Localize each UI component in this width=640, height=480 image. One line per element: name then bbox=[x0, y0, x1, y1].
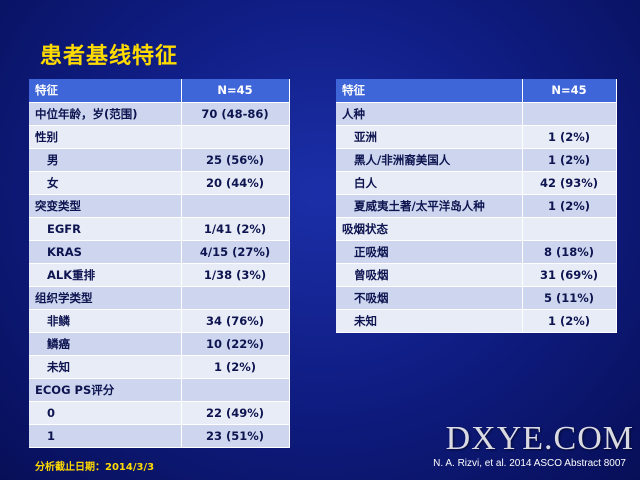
row-value: 1 (2%) bbox=[522, 309, 617, 333]
row-value: 5 (11%) bbox=[522, 286, 617, 310]
row-value: 1 (2%) bbox=[522, 148, 617, 172]
table-body: 中位年龄，岁(范围) 70 (48-86) 性别男 25 (56%) 女 20 (44%)… bbox=[29, 102, 290, 448]
baseline-table-left: 特征 N=45 中位年龄，岁(范围) 70 (48-86) 性别男 25 (56%) 女… bbox=[29, 79, 290, 448]
row-value: 25 (56%) bbox=[181, 148, 290, 172]
table-row: 吸烟状态 bbox=[336, 217, 617, 241]
row-value bbox=[181, 125, 290, 149]
row-value: 1/41 (2%) bbox=[181, 217, 290, 241]
table-row: 非鳞 34 (76%) bbox=[29, 309, 290, 333]
row-value: 1 (2%) bbox=[522, 194, 617, 218]
row-value: 42 (93%) bbox=[522, 171, 617, 195]
row-value: 70 (48-86) bbox=[181, 102, 290, 126]
table-row: 白人 42 (93%) bbox=[336, 171, 617, 195]
table-row: 中位年龄，岁(范围) 70 (48-86) bbox=[29, 102, 290, 126]
table-row: ECOG PS评分 bbox=[29, 378, 290, 402]
row-label: 人种 bbox=[336, 102, 523, 126]
table-row: 夏威夷土著/太平洋岛人种 1 (2%) bbox=[336, 194, 617, 218]
row-label: 曾吸烟 bbox=[336, 263, 523, 287]
row-value: 23 (51%) bbox=[181, 424, 290, 448]
row-label: 非鳞 bbox=[29, 309, 182, 333]
row-label: 性别 bbox=[29, 125, 182, 149]
row-value bbox=[181, 194, 290, 218]
table-row: KRAS 4/15 (27%) bbox=[29, 240, 290, 264]
row-label: 突变类型 bbox=[29, 194, 182, 218]
table-row: 性别 bbox=[29, 125, 290, 149]
table-row: 黑人/非洲裔美国人 1 (2%) bbox=[336, 148, 617, 172]
slide-title: 患者基线特征 bbox=[40, 44, 179, 69]
table-row: 不吸烟 5 (11%) bbox=[336, 286, 617, 310]
table-row: 未知 1 (2%) bbox=[29, 355, 290, 379]
table-row: 突变类型 bbox=[29, 194, 290, 218]
row-label: ECOG PS评分 bbox=[29, 378, 182, 402]
row-label: 中位年龄，岁(范围) bbox=[29, 102, 182, 126]
row-value bbox=[181, 286, 290, 310]
row-label: ALK重排 bbox=[29, 263, 182, 287]
header-n: N=45 bbox=[181, 79, 290, 103]
row-label: 男 bbox=[29, 148, 182, 172]
row-label: 鳞癌 bbox=[29, 332, 182, 356]
row-value: 8 (18%) bbox=[522, 240, 617, 264]
row-label: 0 bbox=[29, 401, 182, 425]
table-row: 1 23 (51%) bbox=[29, 424, 290, 448]
table-row: 正吸烟 8 (18%) bbox=[336, 240, 617, 264]
table-row: EGFR 1/41 (2%) bbox=[29, 217, 290, 241]
row-value bbox=[181, 378, 290, 402]
data-cutoff-note: 分析截止日期：2014/3/3 bbox=[35, 462, 155, 473]
table-header-row: 特征 N=45 bbox=[336, 79, 617, 103]
table-row: 组织学类型 bbox=[29, 286, 290, 310]
table-row: 鳞癌 10 (22%) bbox=[29, 332, 290, 356]
row-label: 正吸烟 bbox=[336, 240, 523, 264]
row-label: 亚洲 bbox=[336, 125, 523, 149]
row-value: 1/38 (3%) bbox=[181, 263, 290, 287]
row-label: 黑人/非洲裔美国人 bbox=[336, 148, 523, 172]
row-label: 未知 bbox=[336, 309, 523, 333]
table-row: 男 25 (56%) bbox=[29, 148, 290, 172]
row-label: 未知 bbox=[29, 355, 182, 379]
table-row: 人种 bbox=[336, 102, 617, 126]
table-header-row: 特征 N=45 bbox=[29, 79, 290, 103]
citation: N. A. Rizvi, et al. 2014 ASCO Abstract 8… bbox=[433, 458, 626, 469]
table-row: 女 20 (44%) bbox=[29, 171, 290, 195]
row-value: 34 (76%) bbox=[181, 309, 290, 333]
row-value: 4/15 (27%) bbox=[181, 240, 290, 264]
row-value: 31 (69%) bbox=[522, 263, 617, 287]
row-label: 组织学类型 bbox=[29, 286, 182, 310]
row-value: 10 (22%) bbox=[181, 332, 290, 356]
watermark-logo: DXYE.COM bbox=[445, 420, 634, 457]
row-value bbox=[522, 102, 617, 126]
header-characteristic: 特征 bbox=[29, 79, 182, 103]
table-row: 未知 1 (2%) bbox=[336, 309, 617, 333]
table-row: 0 22 (49%) bbox=[29, 401, 290, 425]
table-row: ALK重排 1/38 (3%) bbox=[29, 263, 290, 287]
row-label: KRAS bbox=[29, 240, 182, 264]
row-value: 22 (49%) bbox=[181, 401, 290, 425]
row-value bbox=[522, 217, 617, 241]
header-characteristic: 特征 bbox=[336, 79, 523, 103]
table-row: 曾吸烟 31 (69%) bbox=[336, 263, 617, 287]
row-label: EGFR bbox=[29, 217, 182, 241]
row-label: 白人 bbox=[336, 171, 523, 195]
row-label: 吸烟状态 bbox=[336, 217, 523, 241]
table-body: 人种 亚洲 1 (2%) 黑人/非洲裔美国人 1 (2%) 白人 42 (93%) 夏威夷土著… bbox=[336, 102, 617, 333]
row-label: 1 bbox=[29, 424, 182, 448]
row-value: 1 (2%) bbox=[181, 355, 290, 379]
row-label: 不吸烟 bbox=[336, 286, 523, 310]
row-label: 女 bbox=[29, 171, 182, 195]
row-value: 1 (2%) bbox=[522, 125, 617, 149]
row-value: 20 (44%) bbox=[181, 171, 290, 195]
header-n: N=45 bbox=[522, 79, 617, 103]
baseline-table-right: 特征 N=45 人种 亚洲 1 (2%) 黑人/非洲裔美国人 1 (2%) 白人 42 (9… bbox=[336, 79, 617, 333]
row-label: 夏威夷土著/太平洋岛人种 bbox=[336, 194, 523, 218]
table-row: 亚洲 1 (2%) bbox=[336, 125, 617, 149]
